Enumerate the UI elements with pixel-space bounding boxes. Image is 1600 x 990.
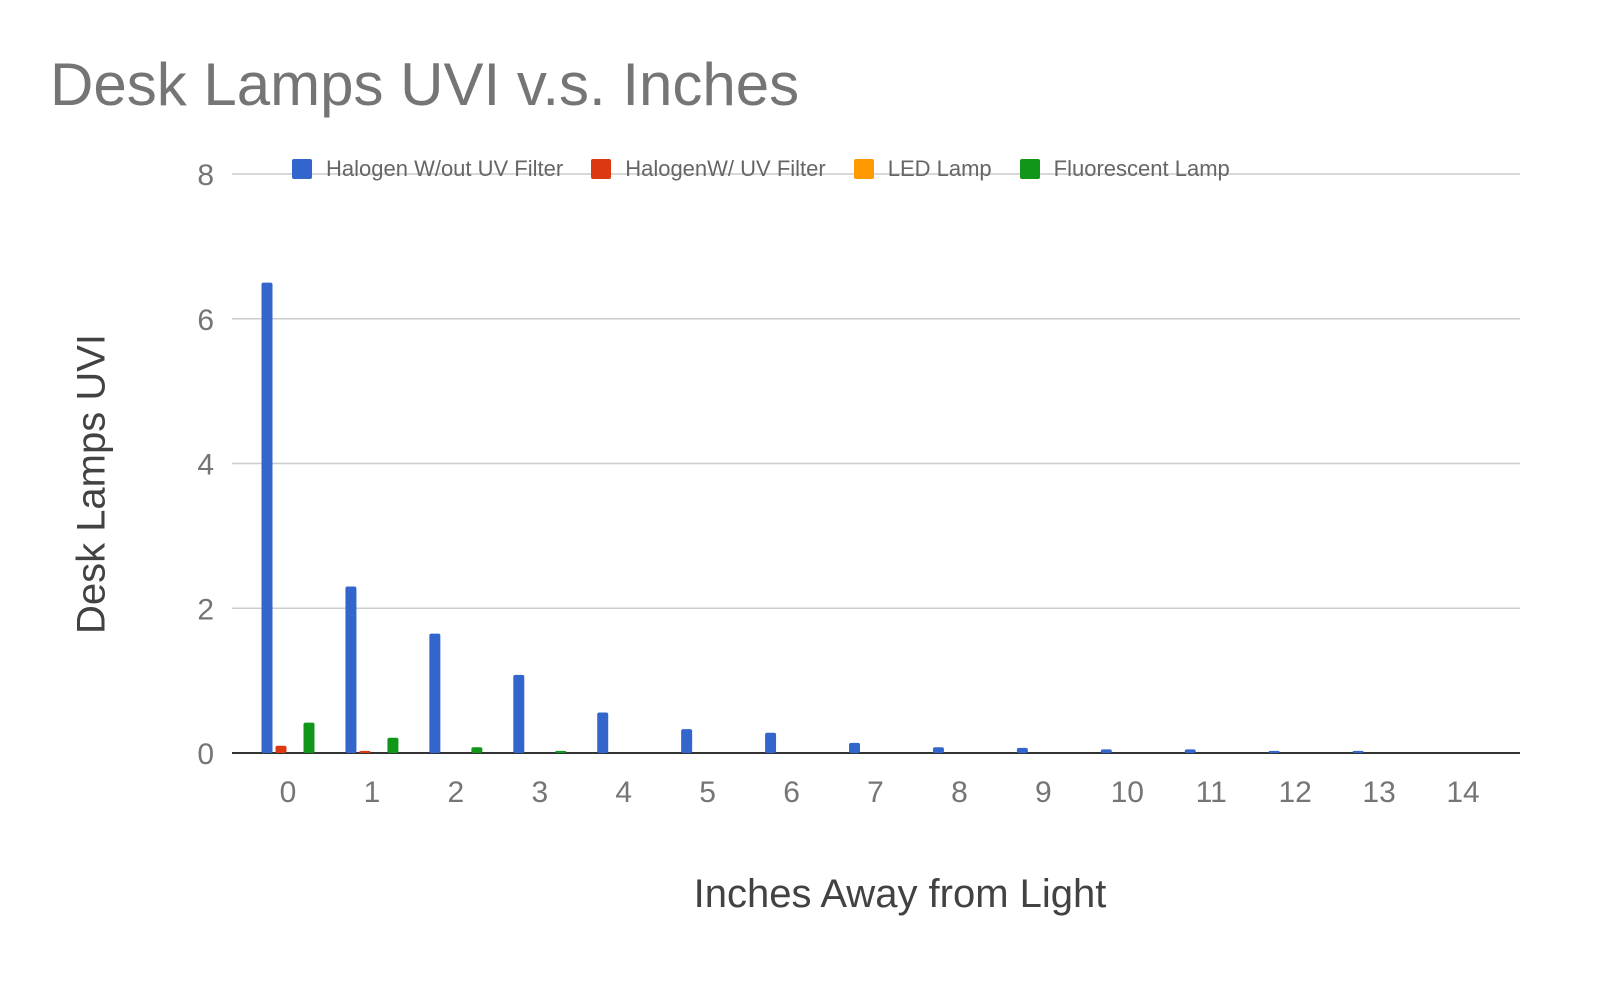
legend-swatch-icon xyxy=(591,159,612,179)
x-tick-label: 1 xyxy=(364,776,381,809)
legend-swatch-icon xyxy=(292,159,312,179)
legend-item-led[interactable]: LED Lamp xyxy=(853,156,992,182)
chart-title: Desk Lamps UVI v.s. Inches xyxy=(50,51,800,118)
bar-series-0-1[interactable] xyxy=(345,586,357,753)
legend-item-halogen-no-filter[interactable]: Halogen W/out UV Filter xyxy=(292,156,563,182)
bar-series-1-1[interactable] xyxy=(359,750,371,753)
x-tick-label: 10 xyxy=(1111,776,1144,809)
x-tick-label: 11 xyxy=(1196,776,1227,809)
x-tick-label: 9 xyxy=(1035,776,1052,809)
bar-series-3-0[interactable] xyxy=(303,722,315,753)
bar-series-3-3[interactable] xyxy=(555,750,567,753)
bar-series-0-3[interactable] xyxy=(513,674,525,753)
bar-series-0-5[interactable] xyxy=(681,729,693,753)
legend-label: Fluorescent Lamp xyxy=(1053,156,1230,181)
x-tick-label: 2 xyxy=(448,776,465,809)
x-tick-label: 13 xyxy=(1362,776,1395,809)
x-tick-label: 6 xyxy=(783,776,800,809)
bar-series-0-7[interactable] xyxy=(849,742,861,753)
x-tick-label: 5 xyxy=(699,776,716,809)
bar-series-3-1[interactable] xyxy=(387,737,399,753)
bar-series-0-13[interactable] xyxy=(1352,750,1364,753)
legend-item-fluorescent[interactable]: Fluorescent Lamp xyxy=(1019,156,1230,182)
bar-series-0-12[interactable] xyxy=(1268,750,1280,753)
x-tick-label: 7 xyxy=(867,776,884,809)
legend-swatch-icon xyxy=(1019,159,1040,179)
chart-legend: Halogen W/out UV Filter HalogenW/ UV Fil… xyxy=(292,156,1258,182)
x-tick-label: 12 xyxy=(1278,776,1311,809)
x-tick-label: 8 xyxy=(951,776,968,809)
y-tick-label: 4 xyxy=(197,449,214,482)
bar-series-0-0[interactable] xyxy=(261,282,273,753)
y-tick-label: 6 xyxy=(197,304,214,337)
bar-series-0-2[interactable] xyxy=(429,633,441,753)
bar-series-0-4[interactable] xyxy=(597,712,609,753)
y-axis-title: Desk Lamps UVI xyxy=(69,333,114,635)
legend-swatch-icon xyxy=(853,159,874,179)
bar-series-0-8[interactable] xyxy=(932,747,944,753)
bar-series-0-10[interactable] xyxy=(1100,749,1112,753)
bar-series-1-0[interactable] xyxy=(275,745,287,753)
legend-label: Halogen W/out UV Filter xyxy=(326,156,564,181)
bar-series-0-11[interactable] xyxy=(1184,749,1196,753)
legend-item-halogen-filter[interactable]: HalogenW/ UV Filter xyxy=(591,156,826,182)
y-tick-label: 0 xyxy=(197,738,214,771)
y-tick-label: 2 xyxy=(197,593,214,626)
y-tick-label: 8 xyxy=(197,159,214,192)
legend-label: HalogenW/ UV Filter xyxy=(625,156,826,181)
x-tick-label: 14 xyxy=(1446,776,1479,809)
x-tick-label: 4 xyxy=(615,776,632,809)
bar-series-0-6[interactable] xyxy=(765,732,777,753)
x-tick-label: 0 xyxy=(280,776,297,809)
x-axis-title: Inches Away from Light xyxy=(693,872,1107,916)
legend-label: LED Lamp xyxy=(887,156,992,181)
bar-series-3-2[interactable] xyxy=(471,747,483,753)
bar-series-0-9[interactable] xyxy=(1016,747,1028,753)
x-tick-label: 3 xyxy=(531,776,548,809)
